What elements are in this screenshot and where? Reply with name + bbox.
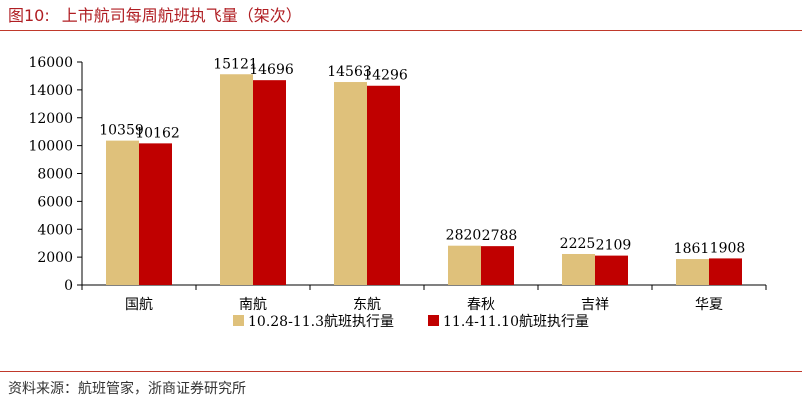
- y-tick-label: 10000: [28, 139, 73, 155]
- bar: [481, 246, 514, 285]
- legend-swatch: [428, 315, 439, 326]
- figure-title-text: 上市航司每周航班执飞量（架次）: [61, 6, 302, 25]
- bar: [106, 140, 139, 285]
- bar: [676, 259, 709, 285]
- data-label: 1908: [710, 240, 746, 256]
- legend-swatch: [233, 315, 244, 326]
- bar: [253, 80, 286, 285]
- y-tick-label: 16000: [28, 55, 73, 71]
- bar-chart: 0 2000 4000 6000 8000 10000 12000 14000 16000 103…: [28, 55, 767, 330]
- y-tick-label: 8000: [37, 167, 73, 183]
- data-label: 15121: [213, 56, 258, 72]
- data-label: 10162: [135, 125, 180, 141]
- x-tick-label: 华夏: [695, 297, 723, 313]
- data-label: 14563: [327, 64, 372, 80]
- y-tick-label: 6000: [37, 194, 73, 210]
- y-tick-label: 0: [64, 278, 73, 294]
- y-tick-label: 2000: [37, 250, 73, 266]
- source-divider: [0, 371, 802, 372]
- data-label: 2788: [482, 228, 518, 244]
- data-label: 2109: [596, 238, 632, 254]
- data-label: 10359: [99, 123, 144, 139]
- x-tick-label: 东航: [353, 297, 381, 313]
- x-tick-label: 吉祥: [581, 297, 609, 313]
- data-label: 14296: [363, 68, 408, 84]
- y-tick-label: 4000: [37, 222, 73, 238]
- source-note: 资料来源：航班管家，浙商证券研究所: [8, 381, 246, 397]
- y-tick-label: 12000: [28, 111, 73, 127]
- figure-label: 图10:: [8, 6, 50, 25]
- bar: [448, 245, 481, 285]
- x-tick-label: 国航: [125, 297, 153, 313]
- legend-label: 10.28-11.3航班执行量: [248, 314, 394, 330]
- legend-label: 11.4-11.10航班执行量: [443, 314, 589, 330]
- x-tick-label: 春秋: [467, 297, 495, 313]
- bar: [334, 82, 367, 285]
- bar: [367, 85, 400, 285]
- data-label: 2820: [446, 228, 482, 244]
- bar: [220, 74, 253, 285]
- bar: [595, 255, 628, 285]
- figure-title: 图10: 上市航司每周航班执飞量（架次）: [8, 4, 302, 28]
- data-label: 1861: [674, 241, 710, 257]
- bar: [139, 143, 172, 285]
- title-divider: [0, 30, 802, 31]
- data-label: 14696: [249, 62, 294, 78]
- y-tick-label: 14000: [28, 83, 73, 99]
- data-label: 2225: [560, 236, 596, 252]
- bar: [562, 253, 595, 285]
- bar: [709, 258, 742, 285]
- x-tick-label: 南航: [239, 297, 267, 313]
